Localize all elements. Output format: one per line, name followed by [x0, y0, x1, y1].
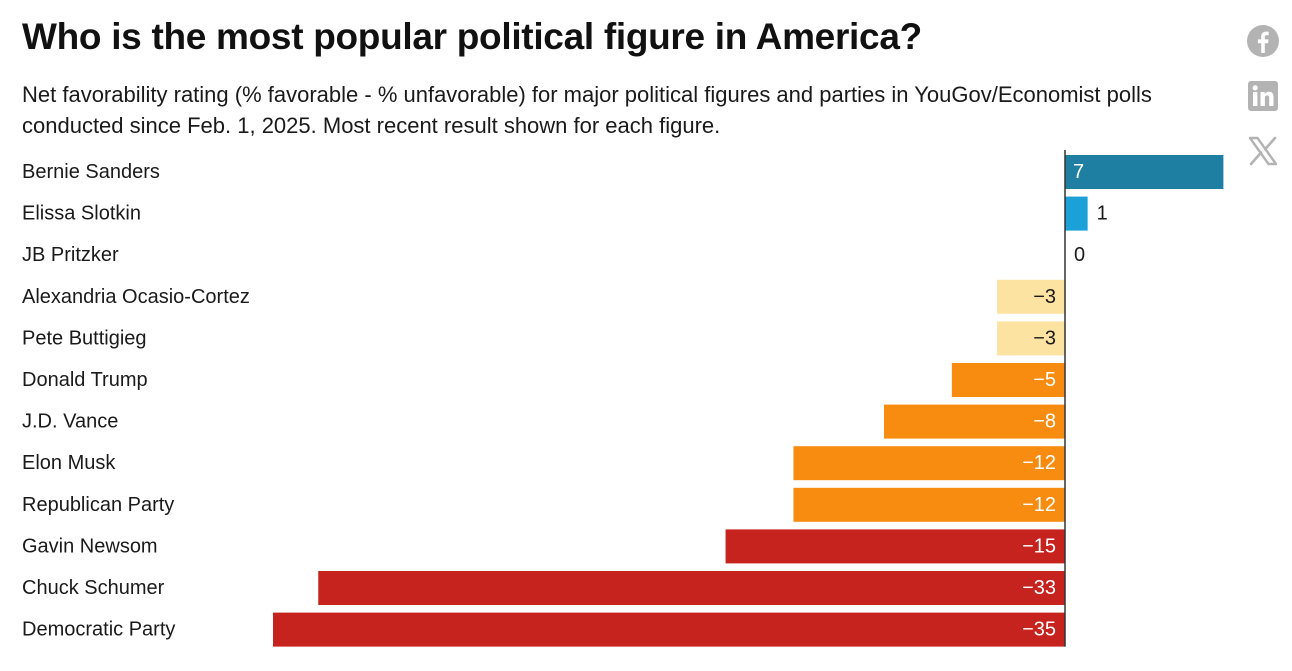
bar[interactable] [997, 321, 1065, 356]
value-label: −33 [1022, 577, 1056, 599]
value-label: 1 [1097, 203, 1108, 225]
category-label: Bernie Sanders [22, 161, 160, 183]
bar[interactable] [883, 404, 1065, 439]
value-label: −12 [1022, 452, 1056, 474]
category-label: Chuck Schumer [22, 577, 165, 599]
category-label: Republican Party [22, 494, 174, 516]
category-label: Donald Trump [22, 369, 148, 391]
bar[interactable] [793, 446, 1065, 481]
category-label: J.D. Vance [22, 411, 118, 433]
value-label: −8 [1033, 411, 1056, 433]
category-label: Elon Musk [22, 452, 116, 474]
value-label: −3 [1033, 327, 1056, 349]
category-label: JB Pritzker [22, 244, 119, 266]
value-label: −3 [1033, 286, 1056, 308]
category-label: Gavin Newsom [22, 535, 158, 557]
linkedin-share-button[interactable] [1244, 77, 1282, 115]
value-label: −12 [1022, 494, 1056, 516]
bar[interactable] [793, 487, 1065, 522]
linkedin-icon [1248, 81, 1278, 111]
bar[interactable] [1065, 155, 1224, 189]
facebook-icon [1247, 25, 1279, 57]
bar[interactable] [951, 363, 1065, 397]
x-icon [1248, 136, 1278, 166]
facebook-share-button[interactable] [1244, 22, 1282, 60]
bar[interactable] [318, 571, 1065, 605]
category-label: Elissa Slotkin [22, 203, 141, 225]
bar-chart: Bernie Sanders 7 Elissa Slotkin 1 JB Pritzke… [22, 150, 1224, 647]
value-label: 7 [1073, 161, 1084, 183]
x-share-button[interactable] [1244, 132, 1282, 170]
value-label: −35 [1022, 619, 1056, 641]
bar[interactable] [273, 612, 1065, 647]
chart-title: Who is the most popular political figure… [22, 16, 922, 57]
value-label: −15 [1022, 535, 1056, 557]
bar[interactable] [725, 529, 1065, 564]
value-label: −5 [1033, 369, 1056, 391]
bar[interactable] [1065, 196, 1088, 231]
value-label: 0 [1074, 244, 1085, 266]
category-label: Democratic Party [22, 619, 175, 641]
category-label: Alexandria Ocasio-Cortez [22, 286, 250, 308]
category-label: Pete Buttigieg [22, 327, 147, 349]
bar[interactable] [997, 279, 1065, 314]
chart-subtitle: Net favorability rating (% favorable - %… [22, 82, 1152, 138]
